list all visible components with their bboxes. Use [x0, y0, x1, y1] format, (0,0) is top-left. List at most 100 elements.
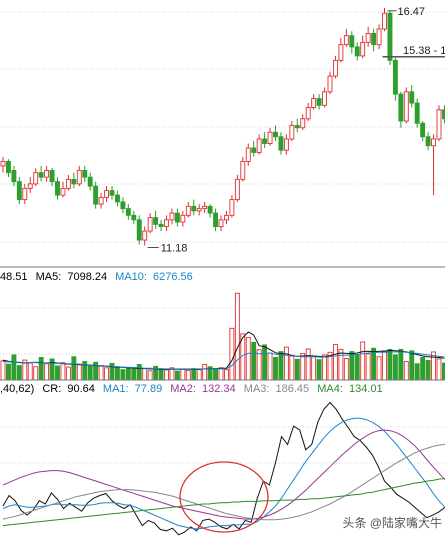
- candle: [65, 174, 71, 191]
- candle-body: [218, 219, 224, 228]
- candle: [38, 165, 44, 182]
- volume-bar: [104, 367, 110, 381]
- volume-bar: [289, 354, 295, 381]
- candle: [71, 172, 77, 189]
- candle-body: [65, 178, 71, 189]
- volume-bar: [71, 356, 77, 381]
- cr-legend: ,40,62) CR: 90.64 MA1: 77.89 MA2: 132.34…: [0, 383, 383, 395]
- ma10-value: 6276.56: [153, 271, 193, 283]
- candle-body: [11, 169, 17, 183]
- candle-body: [382, 12, 387, 30]
- candle: [218, 215, 224, 232]
- candle-body: [349, 35, 355, 48]
- volume-ma-lines: [2, 331, 445, 370]
- candle-body: [164, 219, 169, 228]
- candle-body: [185, 205, 191, 216]
- volume-bar: [185, 369, 191, 381]
- candle: [289, 121, 295, 142]
- cr-line-ma2: [2, 429, 445, 520]
- candle-body: [333, 59, 338, 77]
- candle-body: [98, 196, 104, 205]
- candle: [311, 94, 317, 110]
- candle: [305, 103, 311, 122]
- candle-body: [158, 223, 164, 228]
- ma10-label: MA10:: [115, 271, 147, 283]
- candle-body: [387, 12, 393, 61]
- candle: [300, 114, 306, 130]
- candle-body: [196, 208, 202, 212]
- candle: [11, 165, 17, 187]
- volume-bar: [300, 352, 306, 381]
- candle-body: [136, 219, 142, 241]
- candle: [322, 87, 327, 108]
- candle-body: [392, 59, 398, 95]
- candle: [153, 210, 159, 229]
- volume-bar: [164, 369, 169, 381]
- volume-bar: [283, 346, 289, 381]
- volume-bars: [0, 292, 445, 381]
- candle: [278, 132, 284, 155]
- volume-bar: [5, 363, 11, 381]
- volume-bar: [245, 337, 251, 381]
- candle-body: [278, 136, 284, 151]
- volume-bar: [338, 348, 344, 381]
- volume-bar: [44, 363, 50, 381]
- volume-bar: [251, 341, 257, 381]
- candle-body: [191, 205, 197, 212]
- candle: [147, 213, 153, 234]
- volume-bar: [262, 344, 268, 381]
- watermark: 头条 @陆家嘴大牛: [342, 515, 442, 530]
- candle-body: [240, 160, 246, 180]
- volume-bar: [60, 362, 66, 381]
- candle: [333, 55, 338, 79]
- price-annotations: 16.47 11.18 15.38 - 1: [147, 6, 445, 254]
- volume-bar: [403, 361, 409, 381]
- volume-bar: [234, 292, 240, 381]
- candle-body: [109, 190, 115, 196]
- candle: [164, 215, 169, 232]
- candle: [371, 28, 377, 52]
- candle-body: [371, 32, 377, 46]
- candle: [125, 204, 131, 220]
- candle: [387, 10, 393, 65]
- candle: [267, 127, 273, 146]
- cr-line-ma4: [2, 478, 445, 527]
- candle-body: [294, 125, 300, 129]
- cr-line-cr: [2, 401, 445, 536]
- candle: [49, 168, 55, 187]
- volume-bar: [120, 369, 126, 381]
- volume-bar: [55, 365, 60, 381]
- ma3-label: MA3:: [244, 383, 270, 395]
- candle-body: [5, 160, 11, 174]
- candle: [425, 132, 431, 151]
- candle: [169, 208, 175, 225]
- candle: [174, 208, 180, 227]
- candle: [392, 55, 398, 101]
- candle: [376, 24, 382, 50]
- candlestick-series: [0, 7, 445, 246]
- candle-body: [245, 147, 251, 162]
- candle: [349, 31, 355, 54]
- volume-bar: [360, 341, 366, 381]
- volume-bar: [436, 358, 442, 381]
- candle: [256, 134, 262, 155]
- cr-params: ,40,62): [0, 383, 34, 395]
- candle: [16, 177, 22, 205]
- candle-body: [180, 214, 186, 223]
- candle-body: [234, 178, 240, 201]
- candle-body: [256, 138, 262, 153]
- candle-body: [114, 194, 120, 203]
- candle: [44, 165, 50, 182]
- candle: [207, 204, 213, 218]
- volume-bar: [376, 356, 382, 381]
- candle-body: [262, 138, 268, 144]
- candle-body: [316, 98, 322, 106]
- candle: [87, 172, 93, 191]
- volume-bar: [354, 354, 360, 381]
- candle: [262, 132, 268, 148]
- ma2-value: 132.34: [202, 383, 236, 395]
- candle: [240, 156, 246, 182]
- candle-body: [354, 46, 360, 57]
- volume-bar: [158, 368, 164, 381]
- candle: [22, 183, 28, 205]
